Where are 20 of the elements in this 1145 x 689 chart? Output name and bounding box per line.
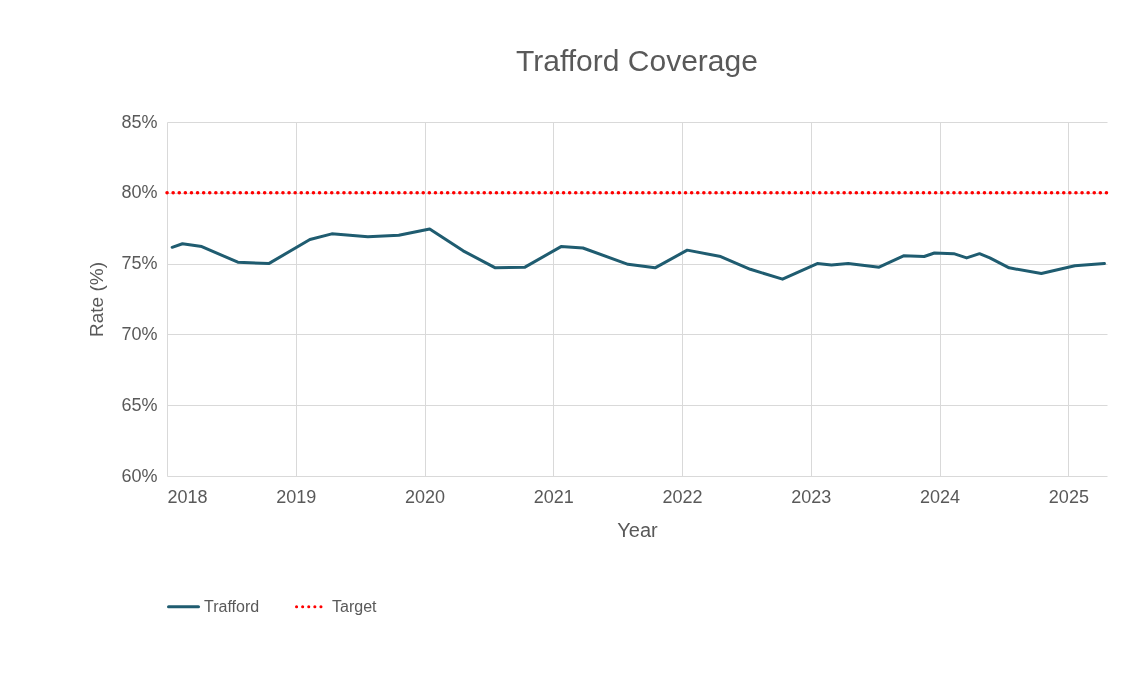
x-axis-title: Year (617, 518, 659, 541)
chart-title: Trafford Coverage (516, 44, 758, 77)
x-tick-label: 2025 (1048, 486, 1089, 507)
x-tick-label: 2019 (276, 486, 317, 507)
y-tick-label: 65% (121, 394, 158, 415)
x-tick-label: 2020 (405, 486, 446, 507)
y-tick-label: 85% (121, 111, 158, 132)
x-tick-label: 2018 (167, 486, 208, 507)
x-tick-label: 2024 (920, 486, 961, 507)
legend-label: Trafford (204, 597, 260, 615)
x-tick-label: 2022 (662, 486, 703, 507)
x-tick-label: 2023 (791, 486, 832, 507)
y-axis-title: Rate (%) (86, 262, 108, 337)
line-series (170, 227, 1106, 281)
y-tick-label: 70% (121, 323, 158, 344)
y-tick-label: 60% (121, 465, 158, 486)
y-tick-label: 80% (121, 182, 158, 203)
y-tick-label: 75% (121, 253, 158, 274)
legend-label: Target (332, 597, 378, 615)
x-tick-label: 2021 (533, 486, 574, 507)
